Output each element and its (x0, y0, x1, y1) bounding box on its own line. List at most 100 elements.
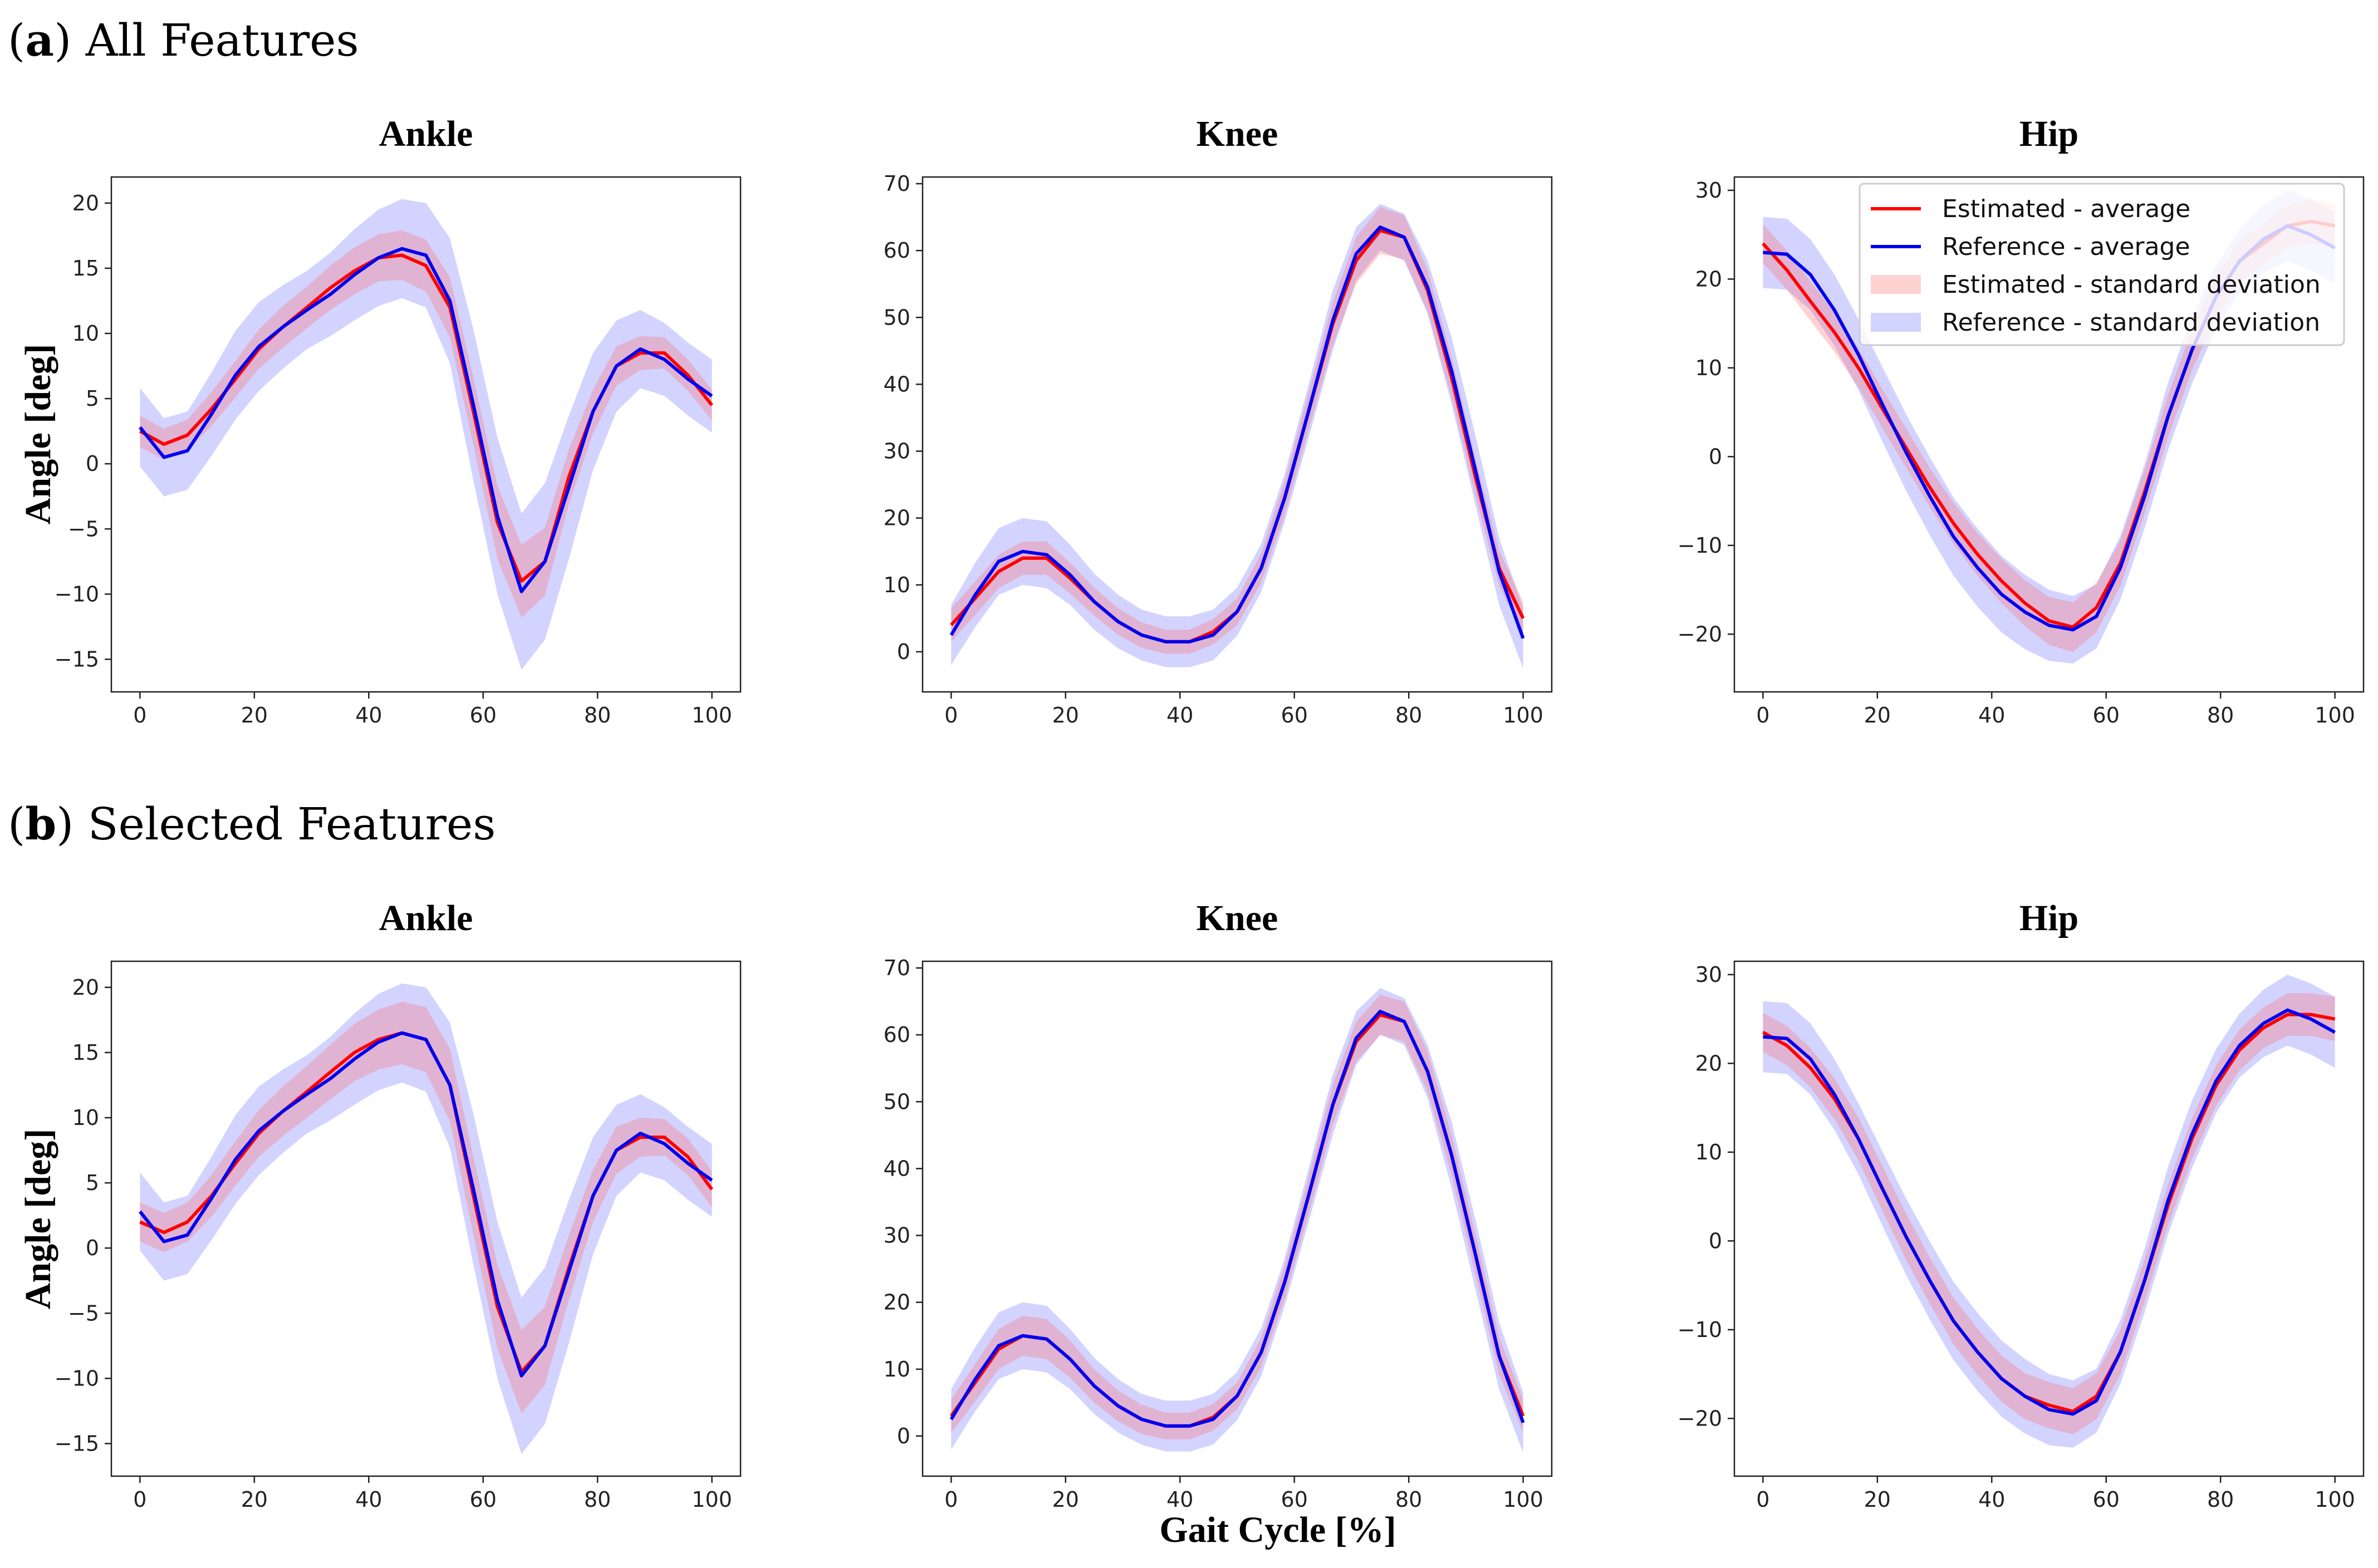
x-tick-label: 0 (944, 1487, 958, 1512)
y-tick-label: 40 (884, 1156, 910, 1181)
y-axis-label-row-b: Angle [deg] (18, 1129, 58, 1309)
y-tick-label: 60 (884, 238, 910, 263)
reference-average-line (949, 225, 1525, 643)
y-tick-label: −10 (1678, 533, 1722, 558)
panel-ankle-selected-features: Ankle 0 20 40 60 80 100 −15 −10 −5 0 5 10 15 20 (55, 898, 742, 1512)
y-tick-label: −20 (1678, 622, 1722, 646)
x-tick-label: 100 (2315, 703, 2355, 728)
axes-frame (110, 960, 742, 1477)
x-tick-label: 20 (241, 703, 268, 728)
y-tick-label: −15 (55, 1431, 99, 1456)
y-tick-label: −5 (68, 517, 99, 541)
legend-frame (1859, 183, 2345, 346)
x-tick-label: 20 (1864, 703, 1891, 728)
x-tick-label: 20 (1864, 1487, 1891, 1512)
x-tick-label: 100 (1503, 703, 1543, 728)
reference-average-line (139, 247, 713, 593)
x-tick-label: 40 (1978, 703, 2005, 728)
x-tick-label: 80 (584, 1487, 611, 1512)
x-tick-label: 40 (1166, 1487, 1193, 1512)
x-tick-label: 40 (355, 703, 382, 728)
legend-swatch-estimated-sd (1871, 275, 1921, 294)
x-tick-label: 20 (1052, 703, 1079, 728)
y-tick-label: 30 (884, 1223, 910, 1248)
panel-title: Knee (1197, 114, 1278, 154)
axes-frame (921, 960, 1553, 1477)
legend-label-estimated-sd: Estimated - standard deviation (1942, 271, 2321, 299)
x-tick-label: 0 (1756, 1487, 1769, 1512)
y-tick-label: 5 (86, 386, 99, 411)
y-axis-label-row-a: Angle [deg] (18, 344, 58, 524)
x-tick-label: 80 (1395, 703, 1422, 728)
reference-average-line (139, 1031, 713, 1378)
x-tick-label: 100 (2315, 1487, 2355, 1512)
x-tick-label: 80 (2207, 1487, 2234, 1512)
row-b-label: (b) Selected Features (8, 798, 496, 850)
panel-title: Hip (2019, 898, 2078, 938)
y-tick-label: 20 (72, 975, 99, 1000)
y-tick-label: 15 (72, 1040, 99, 1065)
panel-hip-selected-features: Hip 0 20 40 60 80 100 −20 −10 0 10 20 30 (1678, 898, 2365, 1512)
x-tick-label: 80 (1395, 1487, 1422, 1512)
y-tick-label: 0 (86, 1236, 99, 1260)
y-tick-label: 15 (72, 256, 99, 281)
x-tick-label: 40 (1166, 703, 1193, 728)
axes-frame (921, 176, 1553, 693)
legend-swatch-reference-sd (1871, 313, 1921, 332)
y-tick-label: 0 (86, 451, 99, 476)
x-tick-label: 20 (1052, 1487, 1079, 1512)
x-tick-label: 0 (133, 703, 146, 728)
row-a-label: (a) All Features (8, 14, 359, 66)
estimated-average-line (1762, 1012, 2336, 1413)
x-tick-label: 60 (1281, 1487, 1308, 1512)
panel-knee-all-features: Knee 0 20 40 60 80 100 0 10 20 30 40 50 60 70 (884, 114, 1553, 728)
x-tick-label: 60 (2093, 1487, 2120, 1512)
y-tick-label: 10 (1695, 356, 1722, 380)
x-tick-label: 60 (470, 1487, 497, 1512)
y-tick-label: 10 (884, 1357, 910, 1382)
y-tick-label: 20 (1695, 1051, 1722, 1075)
axes-frame (110, 176, 742, 693)
x-axis-label: Gait Cycle [%] (1159, 1510, 1396, 1550)
y-tick-label: 0 (1709, 444, 1722, 469)
y-tick-label: −15 (55, 647, 99, 671)
axes-frame (1733, 960, 2365, 1477)
panel-title: Ankle (379, 114, 473, 154)
y-tick-label: −5 (68, 1301, 99, 1325)
x-tick-label: 0 (1756, 703, 1769, 728)
y-tick-label: 10 (884, 573, 910, 597)
y-tick-label: 20 (72, 191, 99, 215)
x-tick-label: 80 (2207, 703, 2234, 728)
y-tick-label: 5 (86, 1171, 99, 1195)
y-tick-label: 30 (1695, 962, 1722, 987)
legend-label-estimated-average: Estimated - average (1942, 195, 2190, 223)
panel-ankle-all-features: Ankle 0 20 40 60 80 100 −15 −10 −5 0 5 10 15 20 (55, 114, 742, 728)
panel-title: Hip (2019, 114, 2078, 154)
legend-label-reference-sd: Reference - standard deviation (1942, 308, 2320, 337)
y-tick-label: 0 (897, 640, 910, 664)
panel-knee-selected-features: Knee 0 20 40 60 80 100 0 10 20 30 40 50 60 70 (884, 898, 1553, 1512)
x-tick-label: 40 (355, 1487, 382, 1512)
panel-title: Knee (1197, 898, 1278, 938)
y-tick-label: 30 (1695, 178, 1722, 203)
axes-frame (1733, 176, 2365, 693)
x-tick-label: 60 (2093, 703, 2120, 728)
x-tick-label: 0 (133, 1487, 146, 1512)
x-tick-label: 60 (470, 703, 497, 728)
y-tick-label: 0 (897, 1424, 910, 1448)
legend-label-reference-average: Reference - average (1942, 233, 2190, 261)
reference-average-line (949, 1010, 1525, 1428)
estimated-sd-band (1763, 993, 2335, 1434)
y-tick-label: 20 (884, 1290, 910, 1315)
x-tick-label: 100 (1503, 1487, 1543, 1512)
y-tick-label: −10 (1678, 1318, 1722, 1342)
x-tick-label: 20 (241, 1487, 268, 1512)
reference-sd-band (140, 983, 712, 1454)
legend: Estimated - average Reference - average … (1859, 183, 2345, 346)
x-tick-label: 100 (692, 703, 732, 728)
y-tick-label: −20 (1678, 1406, 1722, 1431)
y-tick-label: −10 (55, 1366, 99, 1390)
y-tick-label: 30 (884, 439, 910, 464)
x-tick-label: 40 (1978, 1487, 2005, 1512)
